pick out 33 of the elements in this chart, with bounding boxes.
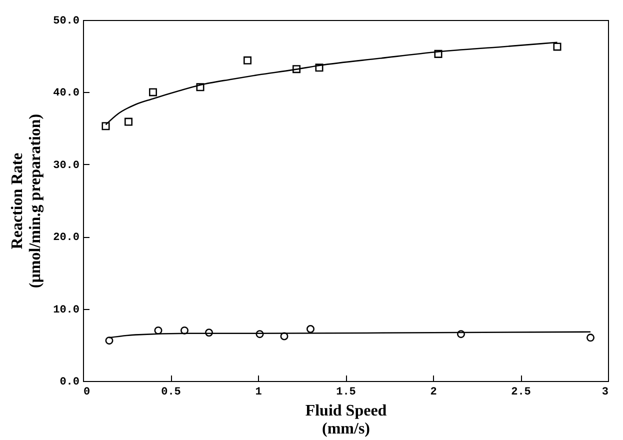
y-axis-title: Reaction Rate (µmol/min.g preparation) [9,114,44,288]
point [315,64,324,72]
point [102,122,110,130]
point [306,325,315,334]
y-tick-label: 20.0 [53,232,80,244]
y-tick-label: 10.0 [53,304,80,316]
point [154,326,162,334]
x-tick-label: 2.5 [511,386,532,398]
x-tick-label: 3 [602,386,609,398]
y-tick-label: 0.0 [60,376,80,388]
x-tick-label: 0 [84,386,90,398]
y-tick-label: 40.0 [53,88,80,100]
point [256,330,264,338]
x-tick-label: 1.5 [336,386,356,398]
x-axis-title: Fluid Speed (mm/s) [305,402,387,438]
x-tick-label: 1 [255,386,262,398]
point [148,88,158,96]
x-tick-label: 2 [430,386,437,398]
point [553,42,562,51]
point [434,50,442,58]
point [292,65,301,74]
point [204,328,214,337]
point [124,118,133,126]
y-tick-label: 30.0 [53,160,80,172]
point [180,326,189,334]
point [586,334,595,342]
point [456,330,466,338]
point [196,83,204,92]
point [105,336,114,345]
x-tick-label: 0.5 [161,386,182,398]
point [280,332,288,340]
y-tick-label: 50.0 [53,16,80,28]
point [243,56,252,64]
